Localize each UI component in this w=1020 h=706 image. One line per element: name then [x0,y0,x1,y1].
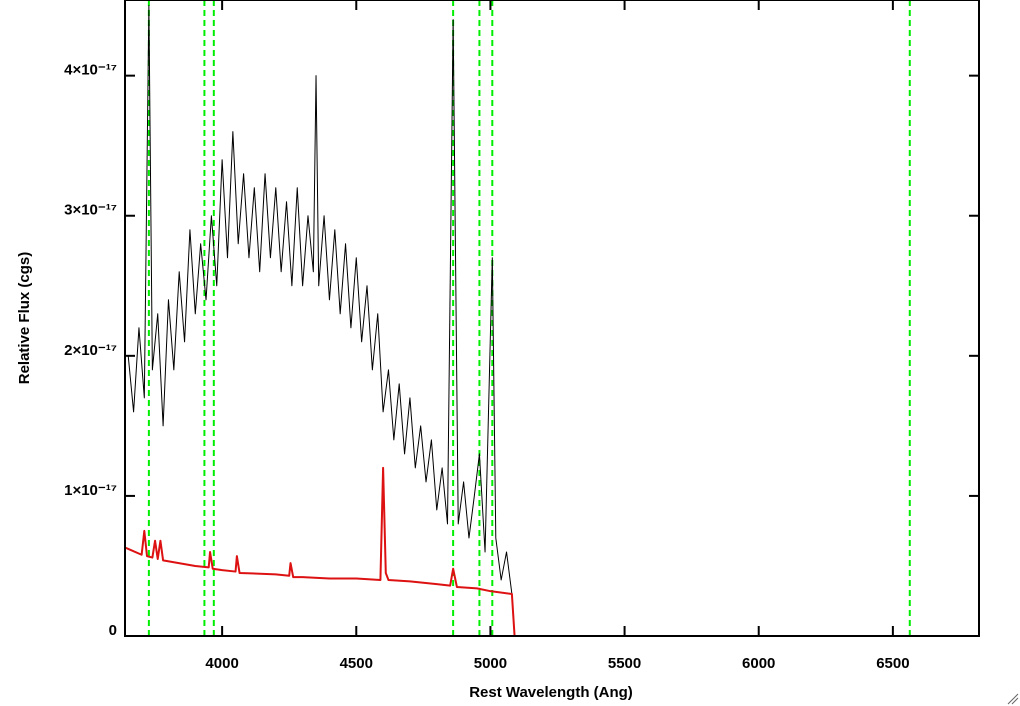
x-tick-label: 4500 [340,655,373,672]
resize-grip [1007,693,1019,705]
y-tick-label: 2×10⁻¹⁷ [64,342,117,359]
x-tick-label: 4000 [205,655,238,672]
y-tick-label: 1×10⁻¹⁷ [64,482,117,499]
x-axis-label: Rest Wavelength (Ang) [469,684,633,701]
x-tick-label: 5500 [608,655,641,672]
y-tick-label: 0 [109,622,117,639]
spectrum-line [125,466,979,636]
plot-area [125,0,979,636]
x-tick-label: 6500 [876,655,909,672]
spectrum-line [127,5,979,636]
y-axis-label: Relative Flux (cgs) [16,252,33,385]
x-tick-label: 6000 [742,655,775,672]
x-tick-label: 5000 [474,655,507,672]
y-tick-label: 4×10⁻¹⁷ [64,62,117,79]
axes-frame [124,0,980,637]
y-tick-label: 3×10⁻¹⁷ [64,202,117,219]
